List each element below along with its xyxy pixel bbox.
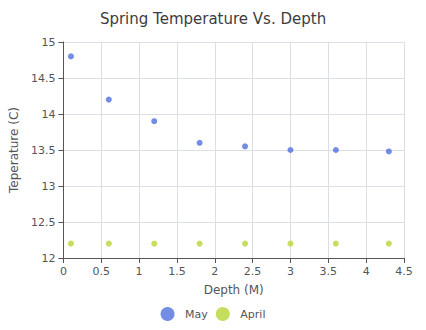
svg-text:1: 1 [136, 265, 143, 278]
svg-text:13.5: 13.5 [31, 144, 56, 157]
svg-text:14: 14 [41, 108, 55, 121]
svg-text:14.5: 14.5 [31, 72, 56, 85]
svg-text:3: 3 [287, 265, 294, 278]
svg-text:2: 2 [211, 265, 218, 278]
svg-text:Spring Temperature Vs. Depth: Spring Temperature Vs. Depth [100, 10, 326, 28]
svg-text:2.5: 2.5 [244, 265, 262, 278]
svg-text:April: April [240, 308, 265, 321]
svg-text:12: 12 [41, 252, 55, 265]
svg-text:4.5: 4.5 [395, 265, 413, 278]
svg-text:15: 15 [41, 36, 55, 49]
svg-text:0.5: 0.5 [92, 265, 110, 278]
svg-text:3.5: 3.5 [320, 265, 338, 278]
svg-text:Teperature (C): Teperature (C) [7, 107, 21, 194]
svg-text:0: 0 [60, 265, 67, 278]
svg-text:Depth (M): Depth (M) [204, 283, 264, 297]
svg-text:1.5: 1.5 [168, 265, 186, 278]
svg-text:13: 13 [41, 180, 55, 193]
svg-text:12.5: 12.5 [31, 216, 56, 229]
svg-text:May: May [185, 308, 208, 321]
svg-text:4: 4 [363, 265, 370, 278]
